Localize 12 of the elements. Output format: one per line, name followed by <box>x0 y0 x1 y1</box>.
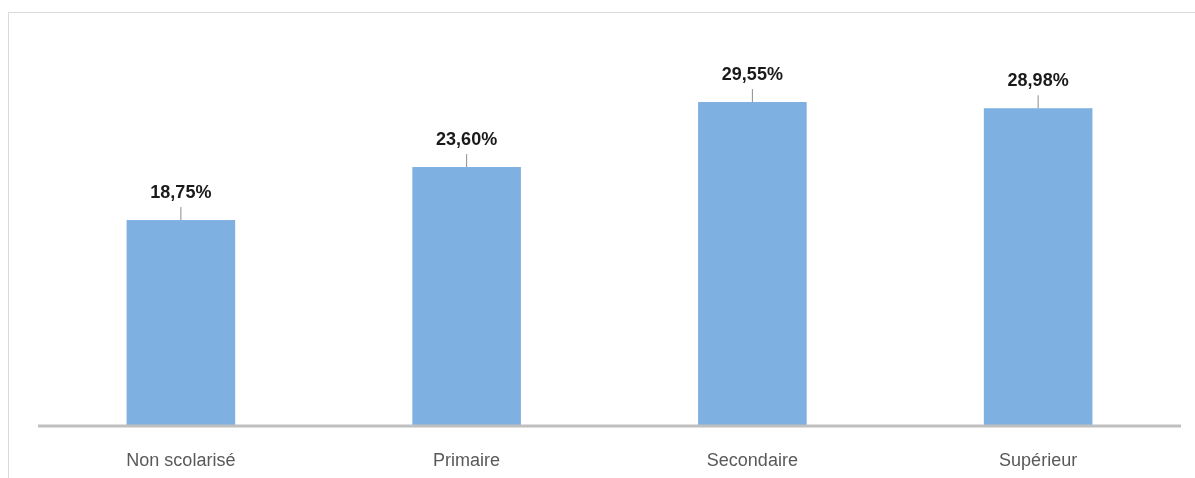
x-tick-label: Supérieur <box>999 450 1078 470</box>
data-label: 18,75% <box>150 182 212 203</box>
data-label: 23,60% <box>436 129 498 150</box>
x-tick-label: Primaire <box>433 450 501 470</box>
x-tick-label: Secondaire <box>706 450 798 470</box>
data-label: 28,98% <box>1007 70 1069 91</box>
bar <box>126 220 236 425</box>
bar <box>983 108 1093 425</box>
bar <box>412 167 521 425</box>
bar <box>698 102 807 425</box>
x-tick-label: Non scolarisé <box>126 450 236 470</box>
data-label: 29,55% <box>721 64 783 84</box>
